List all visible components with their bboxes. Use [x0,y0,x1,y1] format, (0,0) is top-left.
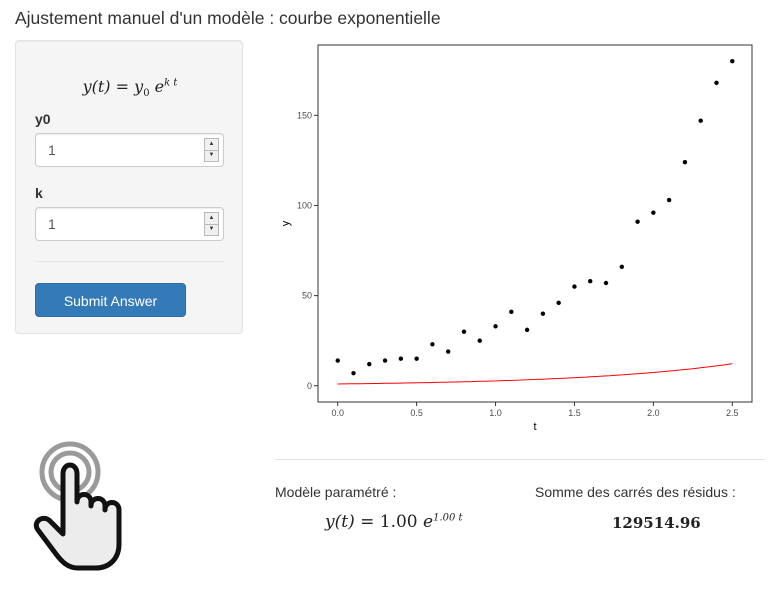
equation-equals: = [115,77,130,96]
plot-area: 0.0 0.5 1.0 1.5 2.0 2.5 0 50 100 150 t y [275,30,765,440]
fitted-base: e [423,512,434,532]
data-point [477,338,482,343]
data-point [509,309,514,315]
y0-value: 1 [48,142,56,158]
y-axis-title: y [280,220,292,226]
x-tick-label: 2.0 [647,408,660,418]
data-point [430,342,435,347]
x-tick-label: 0.5 [410,408,423,418]
data-point [682,159,688,165]
x-tick-label: 1.0 [489,408,502,418]
data-point [572,284,577,289]
page-title: Ajustement manuel d'un modèle : courbe e… [15,8,441,28]
fitted-equals: = [360,512,375,532]
fitted-lhs: y(t) [325,512,355,532]
results-divider [275,459,765,460]
equation-lhs: y(t) [82,77,111,96]
model-label: Modèle paramétré : [275,484,397,500]
data-point [493,324,498,329]
equation-exponent: k t [164,77,178,89]
y-tick-label: 100 [297,200,312,210]
y0-increment-button[interactable]: ▲ [205,139,218,151]
data-point [446,349,451,354]
pointer-hand-icon [33,441,122,571]
scatter-plot: 0.0 0.5 1.0 1.5 2.0 2.5 0 50 100 150 t y [280,44,753,433]
data-point [335,358,340,363]
model-curve [337,363,733,385]
data-point [588,278,593,284]
data-point [603,280,609,286]
data-point [461,329,467,334]
k-label: k [35,185,43,201]
data-point [635,219,640,224]
x-tick-label: 2.5 [726,408,739,418]
sidebar-divider [35,261,224,262]
data-point [351,370,356,376]
y0-label: y0 [35,111,51,127]
x-tick-label: 0.0 [331,408,344,418]
data-point [367,361,372,367]
fitted-exp: e1.00 t [423,512,463,532]
k-spinner[interactable]: ▲ ▼ [204,212,219,236]
fitted-exponent: 1.00 t [433,512,463,524]
ssr-value: 129514.96 [612,514,701,532]
y-tick-label: 50 [302,291,312,301]
x-tick-label: 1.5 [568,408,581,418]
data-point [556,300,561,306]
data-point [398,356,404,361]
y0-decrement-button[interactable]: ▼ [208,152,215,158]
data-point [524,327,530,333]
data-point [698,118,703,123]
data-point [619,264,624,269]
data-point [714,80,719,86]
y-tick-label: 150 [297,110,312,120]
data-point [666,197,672,203]
equation-base: e [154,77,165,96]
k-value: 1 [48,216,56,232]
data-point [382,358,388,363]
model-equation: y(t) = y0 ek t [16,77,244,99]
data-point [651,210,656,215]
y0-input[interactable]: 1 ▲ ▼ [35,133,224,167]
fitted-model-equation: y(t) = 1.00 e1.00 t [325,512,463,532]
k-increment-button[interactable]: ▲ [205,213,218,225]
fitted-coef: 1.00 [379,512,418,532]
data-point [540,311,546,316]
data-point [414,356,419,361]
equation-y-sub: 0 [143,88,150,100]
equation-y: y [134,77,144,96]
sidebar-panel: y(t) = y0 ek t y0 1 ▲ ▼ k 1 ▲ ▼ Submit A… [15,40,243,334]
submit-answer-button[interactable]: Submit Answer [35,283,186,317]
y0-spinner[interactable]: ▲ ▼ [204,138,219,162]
plot-panel-border [317,44,753,403]
ssr-label: Somme des carrés des résidus : [535,484,736,500]
k-decrement-button[interactable]: ▼ [208,226,215,232]
y-tick-label: 0 [307,381,312,391]
x-axis-title: t [533,421,536,433]
data-point [730,59,735,64]
equation-exp: ek t [155,77,178,96]
k-input[interactable]: 1 ▲ ▼ [35,207,224,241]
equation-y0: y0 [134,77,150,100]
